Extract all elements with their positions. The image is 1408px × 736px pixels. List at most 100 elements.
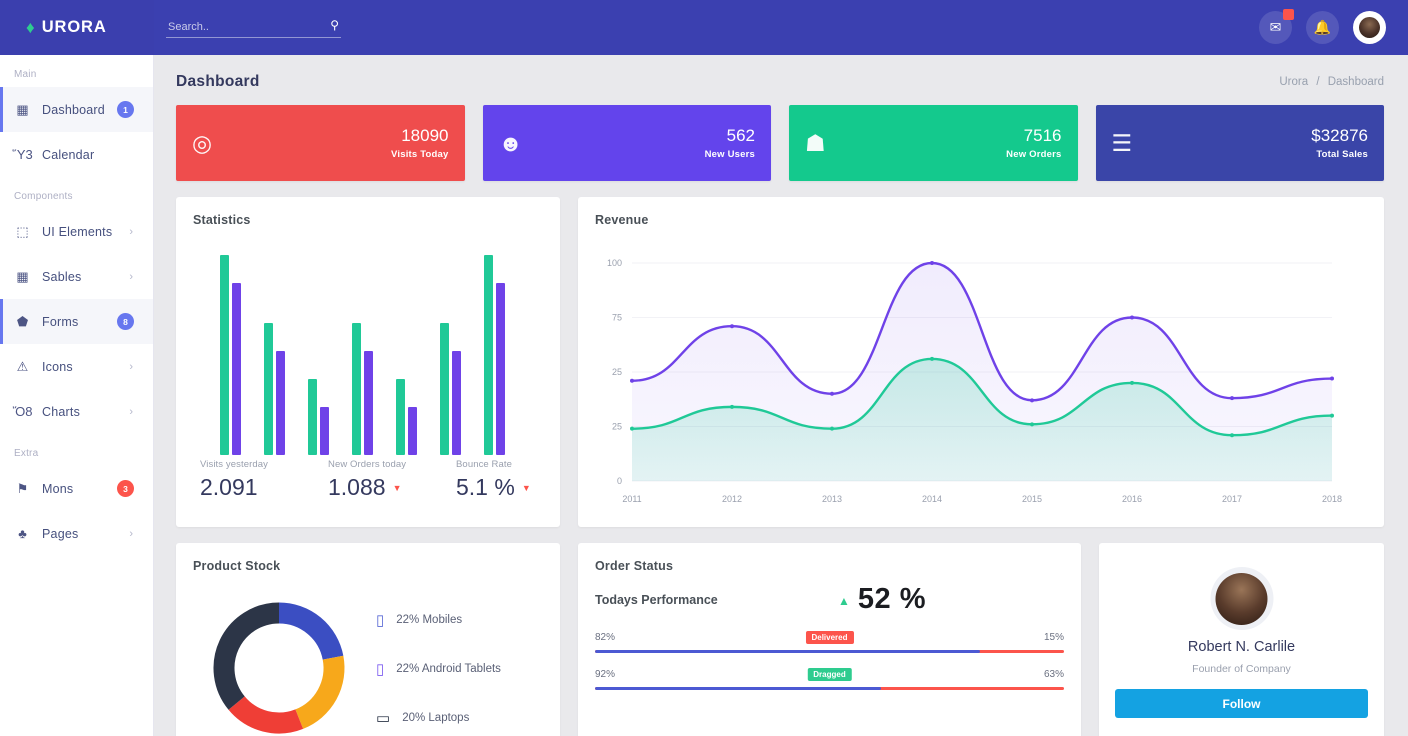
statistic-figure-value-group: 1.088 ▼ [328, 474, 456, 501]
envelope-icon: ✉ [1269, 19, 1282, 35]
sidebar-item-badge: 1 [117, 101, 134, 118]
product-stock-title: Product Stock [193, 559, 281, 573]
search-box[interactable]: ⚲ [166, 17, 341, 38]
sidebar-item-label: Forms [42, 314, 79, 329]
revenue-area-chart: 0 25 25 75 100 2011 2012 2013 2014 2015 2016 2017 2… [607, 258, 1342, 504]
y-axis-tick-label: 75 [612, 313, 622, 323]
profile-name: Robert N. Carlile [1187, 639, 1296, 655]
trend-up-icon: ▲ [838, 594, 850, 608]
stat-card-value: $32876 [1311, 126, 1368, 146]
sidebar-item-forms[interactable]: ⬟ Forms 8 [0, 299, 153, 344]
y-axis-tick-label: 25 [612, 422, 622, 432]
sidebar-item-badge: 3 [117, 480, 134, 497]
chevron-right-icon: › [129, 225, 133, 238]
data-point-green [730, 404, 734, 409]
sidebar-item-icons[interactable]: ⚠ Icons › [0, 344, 153, 389]
statistics-bar-chart [214, 255, 524, 455]
breadcrumb: Urora / Dashboard [1279, 76, 1384, 88]
data-point-green [1030, 422, 1034, 427]
stat-card-label: New Orders [1006, 148, 1062, 160]
notifications-button[interactable]: 🔔 [1306, 11, 1339, 44]
bar-green [396, 379, 405, 455]
line-green [630, 357, 1334, 437]
data-point-purple [930, 261, 934, 265]
follow-button[interactable]: Follow [1115, 689, 1368, 718]
chevron-right-icon: › [129, 360, 133, 373]
stat-card-row: ◎ 18090 Visits Today ☻ 562 New Users ☗ 7516 New … [154, 91, 1408, 181]
avatar[interactable] [1353, 11, 1386, 44]
status-badge: Delivered [805, 631, 854, 644]
sidebar-item-ui-elements[interactable]: ⬚ UI Elements › [0, 209, 153, 254]
bar-purple [408, 407, 417, 455]
brand-logo[interactable]: ♦ URORA [0, 0, 154, 55]
bar-green [440, 323, 449, 455]
statistic-figure-label: Visits yesterday [200, 459, 268, 470]
search-input[interactable] [166, 18, 341, 38]
profile-title: Founder of Company [1192, 663, 1291, 675]
donut-slice-android-tablets [294, 655, 345, 729]
bar-green [264, 323, 273, 455]
order-progress-labels: 82% Delivered 15% [595, 630, 1064, 645]
bar-purple [276, 351, 285, 455]
sidebar-item-calendar[interactable]: Ὕ3 Calendar [0, 132, 153, 177]
data-point-purple [730, 324, 734, 329]
statistic-figure-value: 2.091 [200, 474, 258, 500]
y-axis-tick-label: 25 [612, 367, 622, 377]
bar-green [352, 323, 361, 455]
bar-purple [452, 351, 461, 455]
product-stock-card: Product Stock ▯ 22% Mobiles ▯ 22% Android T… [176, 543, 560, 736]
data-point-green [930, 356, 934, 361]
dashboard-icon: ▦ [16, 101, 29, 117]
sidebar-item-charts[interactable]: Ὄ8 Charts › [0, 389, 153, 434]
progress-right-value: 15% [1043, 632, 1064, 643]
bar-green [220, 255, 229, 455]
line-purple [630, 261, 1334, 402]
progress-right-value: 63% [1043, 669, 1064, 680]
stat-card-new-users: ☻ 562 New Users [482, 105, 771, 181]
brand-name: URORA [41, 18, 107, 36]
sidebar-item-label: Mons [42, 481, 74, 496]
legend-item-label: 22% Mobiles [396, 613, 463, 626]
donut-slice-others [213, 602, 280, 710]
search-icon[interactable]: ⚲ [330, 18, 339, 32]
stat-card-text: $32876 Total Sales [1311, 126, 1368, 160]
breadcrumb-root[interactable]: Urora [1279, 76, 1309, 88]
add-users-icon: ☻ [498, 129, 523, 156]
status-badge: Dragged [807, 668, 852, 681]
page-header: Dashboard Urora / Dashboard [154, 55, 1408, 91]
performance-label: Todays Performance [595, 592, 718, 607]
bar-purple [364, 351, 373, 455]
breadcrumb-separator: / [1316, 76, 1320, 88]
profile-card: Robert N. Carlile Founder of Company Fol… [1099, 543, 1384, 736]
layers-icon: ⬚ [16, 223, 29, 239]
map-icon: ⚑ [16, 480, 29, 496]
progress-track [595, 650, 1064, 653]
bar-green [484, 255, 493, 455]
statistics-figures: Visits yesterday 2.091 New Orders today 1.0… [200, 459, 584, 501]
statistics-card: Statistics Visits yesterday 2.091 New Orde… [176, 197, 560, 527]
sidebar-item-sables[interactable]: ▦ Sables › [0, 254, 153, 299]
stat-card-text: 7516 New Orders [1006, 126, 1061, 160]
sidebar: Main ▦ Dashboard 1 Ὕ3 Calendar Components ⬚ UI E… [0, 55, 154, 736]
sidebar-item-dashboard[interactable]: ▦ Dashboard 1 [0, 87, 153, 132]
statistic-figure: Bounce Rate 5.1 % ▼ [456, 459, 584, 501]
data-point-purple [630, 378, 634, 383]
receipt-icon: ☰ [1111, 129, 1133, 156]
clover-icon: ♣ [18, 526, 27, 541]
sidebar-item-label: Calendar [42, 147, 95, 162]
trend-down-icon: ▼ [521, 482, 531, 493]
sidebar-section-header: Main [14, 69, 37, 80]
bar-chart-icon: Ὄ8 [12, 404, 33, 419]
order-progress-row: 92% Dragged 63% [578, 653, 1081, 690]
messages-button[interactable]: ✉ [1259, 9, 1294, 44]
order-status-card: Order Status Todays Performance ▲ 52 % 8… [578, 543, 1081, 736]
stat-card-total-sales: ☰ $32876 Total Sales [1095, 105, 1384, 181]
stat-card-value: 18090 [401, 126, 449, 146]
form-icon: ⬟ [16, 313, 29, 329]
sidebar-item-pages[interactable]: ♣ Pages › [0, 511, 153, 556]
sidebar-item-mons[interactable]: ⚑ Mons 3 [0, 466, 153, 511]
data-point-green [1230, 433, 1234, 438]
sidebar-item-label: Sables [42, 269, 82, 284]
bar-purple [232, 283, 241, 455]
data-point-purple [1230, 396, 1234, 401]
